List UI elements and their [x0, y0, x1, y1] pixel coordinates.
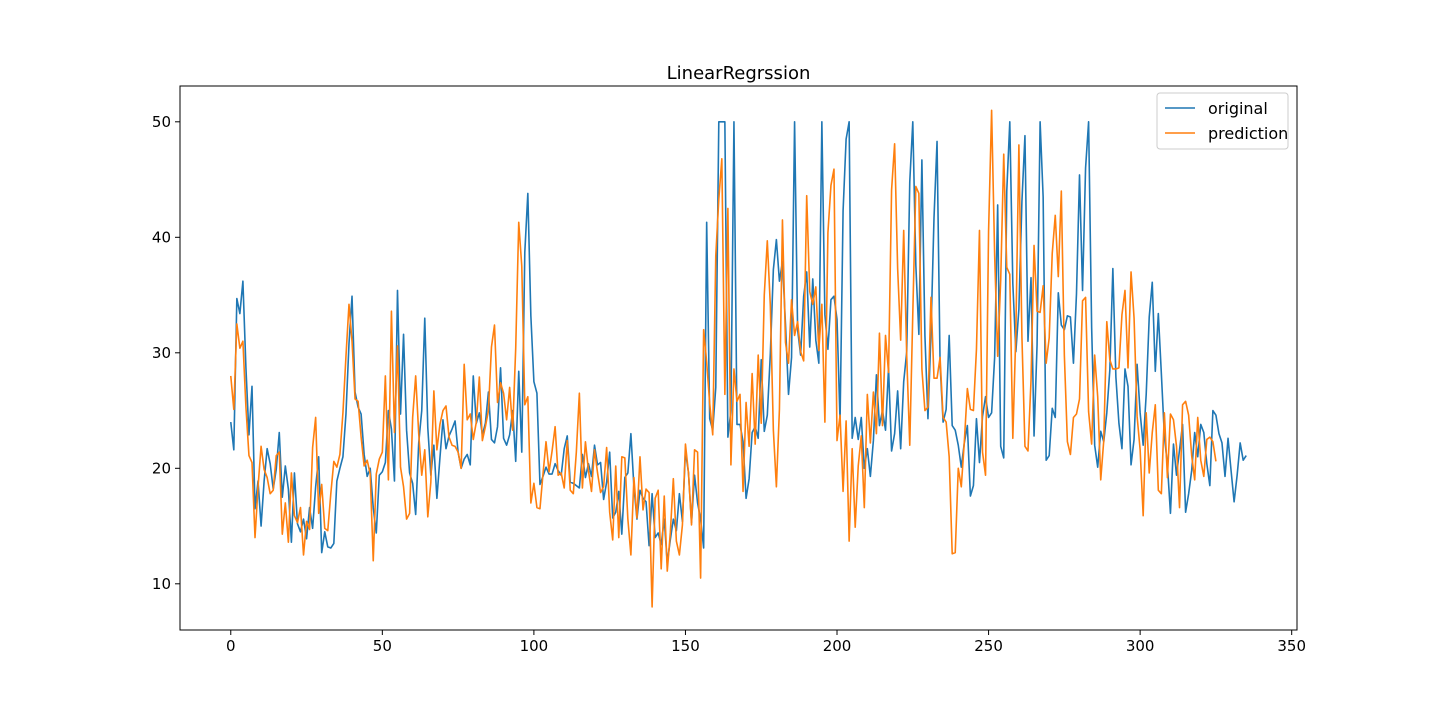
legend-box: [1156, 92, 1289, 150]
x-axis: 0 50 100 150 200 250 300 350: [226, 630, 1306, 655]
chart-title: LinearRegrssion: [667, 63, 811, 84]
series-line-prediction: [229, 109, 1217, 608]
plot-area: [180, 86, 1297, 630]
series-line-original: [229, 121, 1247, 564]
y-tick-label: 40: [152, 228, 171, 246]
plot-frame: [179, 85, 1298, 631]
x-tick-label: 250: [974, 637, 1003, 655]
legend: original prediction: [1156, 92, 1289, 150]
series-layer: [229, 109, 1247, 608]
y-tick-label: 50: [152, 113, 171, 131]
x-tick-label: 0: [226, 637, 236, 655]
legend-label-original: original: [1208, 99, 1268, 118]
x-tick-label: 150: [671, 637, 700, 655]
y-axis: 10 20 30 40 50: [152, 113, 180, 593]
y-tick-label: 10: [152, 575, 171, 593]
y-tick-label: 30: [152, 344, 171, 362]
x-tick-label: 300: [1126, 637, 1155, 655]
x-tick-label: 50: [373, 637, 392, 655]
legend-label-prediction: prediction: [1208, 124, 1288, 143]
x-tick-label: 350: [1277, 637, 1306, 655]
x-tick-label: 200: [823, 637, 852, 655]
y-tick-label: 20: [152, 459, 171, 477]
x-tick-label: 100: [520, 637, 549, 655]
